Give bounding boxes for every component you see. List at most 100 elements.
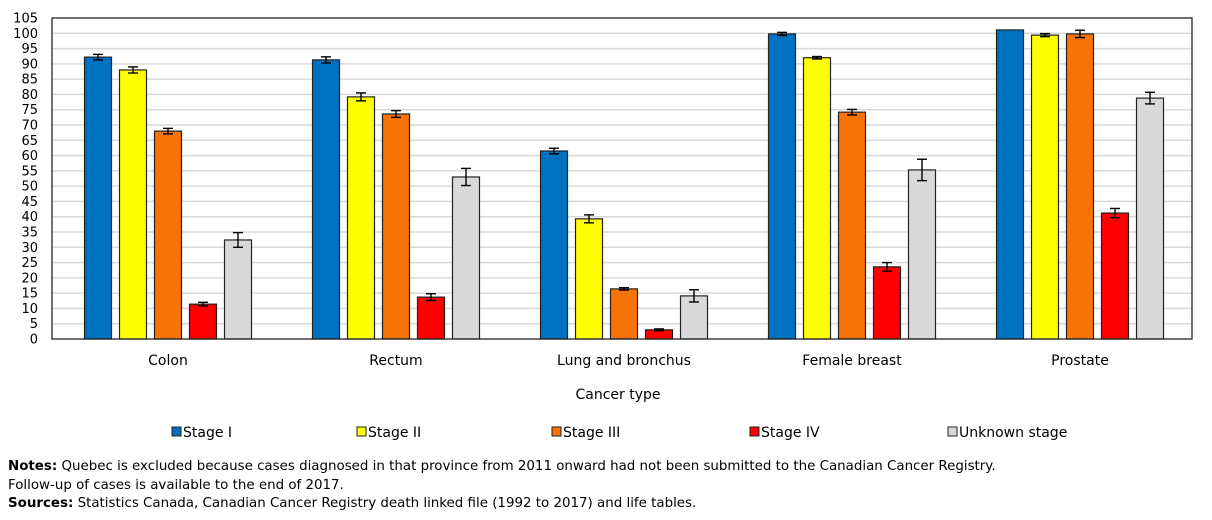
legend-item: Stage III [551,425,620,441]
legend: Stage I Stage II Stage III Stage IV Unknown … [171,425,1067,441]
bar-chart: 0510152025303540455055606570758085909510… [13,12,1193,441]
y-tick-label: 15 [21,287,38,302]
bar-stage-iii-rectum [381,113,411,340]
bar-stage-iii-prostate [1065,33,1095,340]
y-axis-ticks: 0510152025303540455055606570758085909510… [13,12,38,348]
bar-stage-ii-colon [118,69,148,340]
x-category-label: Prostate [1051,353,1109,369]
y-tick-label: 45 [21,195,38,210]
x-category-label: Rectum [369,353,422,369]
legend-swatch [356,426,367,437]
bar-stage-i-prostate [995,29,1025,340]
x-axis-title: Cancer type [575,387,660,403]
legend-swatch [749,426,760,437]
legend-item: Stage I [171,425,232,441]
bar-stage-ii-female-breast [802,57,832,340]
legend-swatch [947,426,958,437]
sources-line: Sources: Statistics Canada, Canadian Can… [8,495,1208,514]
bar-stage-iii-colon [153,130,183,340]
y-tick-label: 50 [21,180,38,195]
error-bar [163,127,173,135]
error-bar [1040,32,1050,38]
legend-item: Unknown stage [947,425,1067,441]
x-category-label: Lung and bronchus [557,353,691,369]
error-bar [461,167,471,187]
error-bar [1145,91,1155,105]
notes-line-2: Follow-up of cases is available to the e… [8,477,344,493]
error-bar [1110,207,1120,219]
bar-stage-iv-prostate [1100,212,1130,340]
bar-stage-iii-female-breast [837,111,867,340]
bar-stage-i-female-breast [767,33,797,340]
y-tick-label: 55 [21,164,38,179]
y-tick-label: 25 [21,256,38,271]
error-bar [356,92,366,102]
bar-unknown-stage-female-breast [907,169,937,340]
plot-frame [51,17,1193,340]
error-bar [321,56,331,64]
y-tick-label: 30 [21,241,38,256]
error-bar [882,261,892,272]
error-bar [654,328,664,332]
y-tick-label: 80 [21,88,38,103]
error-bar [198,301,208,307]
y-tick-label: 85 [21,73,38,88]
sources-label: Sources: [8,496,74,511]
bar-stage-iv-colon [188,303,218,340]
bar-unknown-stage-lung-and-bronchus [679,295,709,340]
x-category-label: Colon [148,353,188,369]
bar-stage-iv-female-breast [872,266,902,340]
legend-swatch [551,426,562,437]
legend-label: Stage III [563,425,620,441]
legend-item: Stage IV [749,425,820,441]
error-bar [847,108,857,116]
error-bar [93,53,103,61]
error-bar [1075,29,1085,39]
y-tick-label: 10 [21,302,38,317]
y-tick-label: 105 [13,12,38,27]
bar-stage-ii-lung-and-bronchus [574,218,604,340]
y-tick-label: 95 [21,42,38,57]
bar-unknown-stage-colon [223,239,253,340]
y-tick-label: 90 [21,57,38,72]
error-bar [584,214,594,224]
notes-text: Quebec is excluded because cases diagnos… [57,459,996,474]
y-tick-label: 65 [21,134,38,149]
bar-stage-iv-rectum [416,296,446,340]
sources-text: Statistics Canada, Canadian Cancer Regis… [73,496,697,511]
legend-label: Stage II [368,425,421,441]
error-bar [128,66,138,74]
bar-stage-i-colon [83,56,113,340]
footnotes: Notes: Quebec is excluded because cases … [8,458,1208,514]
error-bar [426,293,436,302]
y-tick-label: 40 [21,210,38,225]
error-bars [93,29,1155,332]
y-tick-label: 75 [21,103,38,118]
bar-unknown-stage-prostate [1135,97,1165,340]
notes-label: Notes: [8,459,58,474]
notes-line: Notes: Quebec is excluded because cases … [8,458,1208,477]
legend-label: Stage IV [761,425,820,441]
legend-swatch [171,426,182,437]
legend-label: Unknown stage [959,425,1067,441]
y-tick-label: 70 [21,119,38,134]
bar-unknown-stage-rectum [451,176,481,340]
error-bar [689,289,699,303]
bar-stage-i-lung-and-bronchus [539,150,569,340]
y-tick-label: 60 [21,149,38,164]
y-tick-label: 100 [13,27,38,42]
bar-stage-iii-lung-and-bronchus [609,288,639,340]
legend-item: Stage II [356,425,421,441]
bar-stage-ii-rectum [346,96,376,340]
bar-stage-i-rectum [311,59,341,340]
error-bar [812,55,822,60]
x-axis-category-labels: Colon Rectum Lung and bronchus Female breas… [148,353,1109,369]
error-bar [777,31,787,37]
y-tick-label: 20 [21,271,38,286]
error-bar [619,286,629,291]
x-category-label: Female breast [802,353,902,369]
error-bar [917,158,927,182]
y-tick-label: 35 [21,226,38,241]
error-bar [233,231,243,248]
legend-label: Stage I [183,425,232,441]
